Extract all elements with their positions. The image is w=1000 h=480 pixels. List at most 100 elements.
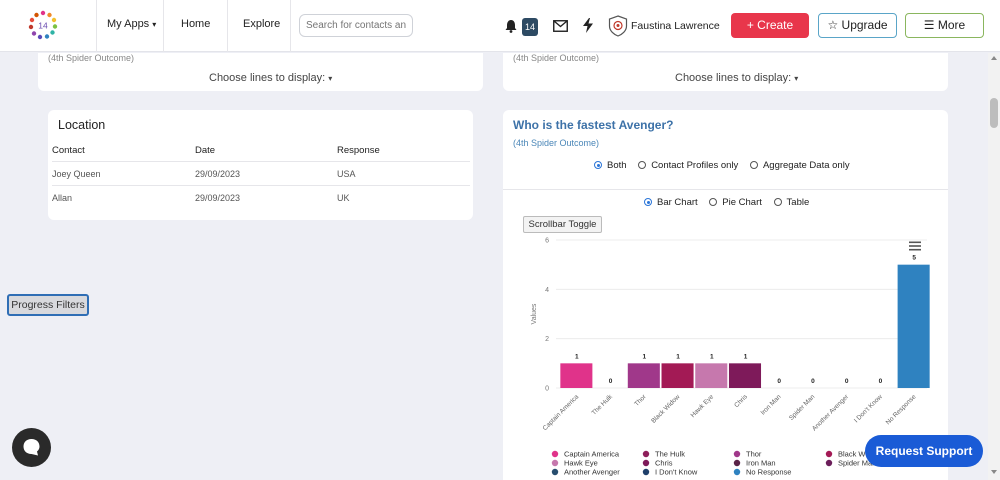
data-label: 1 (676, 353, 680, 360)
legend-item[interactable]: Iron Man (733, 459, 776, 468)
table-header-contact: Contact (52, 145, 85, 156)
legend-item[interactable]: Black Widow (825, 450, 882, 459)
choose-lines-dropdown[interactable]: Choose lines to display: ▾ (209, 72, 332, 84)
radio-icon (638, 161, 647, 169)
radio-label: Contact Profiles only (651, 160, 739, 171)
radio-bar-chart[interactable]: Bar Chart (644, 197, 698, 208)
legend-label: The Hulk (655, 450, 685, 459)
legend-item[interactable]: Hawk Eye (551, 459, 598, 468)
table-cell: 29/09/2023 (195, 193, 241, 203)
mail-icon[interactable] (553, 20, 568, 32)
table-header-response: Response (337, 145, 380, 156)
legend-item[interactable]: The Hulk (642, 450, 685, 459)
chart-menu-icon[interactable] (909, 241, 921, 251)
bar-chart: Values 0 2 4 6 1 0 1 1 1 1 0 0 0 0 5 Captain America Th… (531, 238, 930, 477)
radio-both[interactable]: Both (594, 160, 627, 171)
chat-widget-button[interactable] (12, 428, 51, 467)
divider (503, 189, 948, 190)
nav-explore[interactable]: Explore (243, 18, 281, 30)
data-label: 0 (845, 378, 849, 385)
data-source-radio-group: Both Contact Profiles only Aggregate Dat… (594, 160, 859, 171)
table-row[interactable]: Joey Queen 29/09/2023 USA (52, 162, 470, 186)
user-name[interactable]: Faustina Lawrence (631, 20, 720, 32)
logo-dots (28, 10, 58, 40)
nav-home[interactable]: Home (181, 18, 211, 30)
scrollbar-thumb[interactable] (990, 98, 998, 128)
legend-swatch (733, 468, 741, 476)
radio-label: Table (786, 197, 810, 208)
app-logo[interactable]: 14 (28, 10, 58, 40)
card-subtitle: (4th Spider Outcome) (48, 53, 135, 63)
table-cell: Allan (52, 193, 73, 203)
search-input[interactable] (299, 14, 413, 37)
legend-swatch (551, 459, 559, 467)
legend-label: I Don't Know (655, 468, 698, 477)
lightning-icon[interactable] (583, 18, 593, 33)
x-tick-label: Captain America (542, 393, 581, 432)
bar[interactable] (728, 363, 762, 388)
choose-lines-label: Choose lines to display: (209, 72, 326, 84)
legend-label: Another Avenger (564, 468, 620, 477)
legend-item[interactable]: Spider Man (825, 459, 877, 468)
legend-item[interactable]: Thor (733, 450, 762, 459)
legend-swatch (825, 450, 833, 458)
y-tick-label: 4 (545, 287, 549, 294)
legend-swatch (551, 468, 559, 476)
scroll-up-icon[interactable] (991, 56, 997, 60)
scroll-down-icon[interactable] (991, 470, 997, 474)
radio-selected-icon (644, 198, 652, 206)
y-tick-label: 0 (545, 386, 549, 393)
data-label: 1 (710, 353, 714, 360)
legend-swatch (825, 459, 833, 467)
radio-icon (773, 198, 782, 206)
choose-lines-label: Choose lines to display: (675, 72, 792, 84)
table-row[interactable]: Allan 29/09/2023 UK (52, 186, 470, 210)
x-tick-label: Another Avenger (811, 393, 851, 433)
more-button[interactable]: ☰ More (905, 13, 984, 38)
progress-filters-button[interactable]: Progress Filters (7, 294, 89, 316)
bell-icon[interactable] (505, 19, 517, 33)
radio-icon (709, 198, 718, 206)
caret-down-icon: ▾ (152, 20, 157, 29)
bar[interactable] (897, 264, 930, 388)
create-label: Create (757, 18, 794, 32)
bar[interactable] (560, 363, 593, 388)
choose-lines-dropdown[interactable]: Choose lines to display: ▾ (675, 72, 798, 84)
more-label: More (937, 18, 966, 32)
radio-pie-chart[interactable]: Pie Chart (709, 197, 762, 208)
legend-item[interactable]: Another Avenger (551, 468, 620, 477)
notification-badge[interactable]: 14 (522, 18, 538, 36)
legend-label: Chris (655, 459, 673, 468)
top-navbar: 14 My Apps ▾ Home Explore 14 Faustina La… (0, 0, 1000, 52)
legend-label: Thor (746, 450, 762, 459)
nav-divider (163, 0, 164, 52)
table-header-date: Date (195, 145, 216, 156)
card-subtitle: (4th Spider Outcome) (513, 53, 600, 63)
nav-divider (290, 0, 291, 52)
request-support-button[interactable]: Request Support (865, 435, 983, 467)
radio-aggregate-data-only[interactable]: Aggregate Data only (749, 160, 850, 171)
bar[interactable] (661, 363, 694, 388)
x-tick-label: No Response (885, 393, 918, 426)
legend-swatch (642, 450, 650, 458)
question-title: Who is the fastest Avenger? (513, 118, 674, 132)
legend-label: Captain America (564, 450, 620, 459)
legend-swatch (733, 459, 741, 467)
bar[interactable] (627, 363, 660, 388)
radio-table[interactable]: Table (773, 197, 810, 208)
legend-item[interactable]: No Response (733, 468, 792, 477)
create-button[interactable]: + Create (731, 13, 809, 38)
legend-swatch (733, 450, 741, 458)
bar[interactable] (695, 363, 728, 388)
legend-item[interactable]: Captain America (551, 450, 620, 459)
legend-item[interactable]: Chris (642, 459, 673, 468)
upgrade-button[interactable]: ☆ Upgrade (818, 13, 897, 38)
page-scrollbar[interactable] (988, 53, 1000, 480)
avatar[interactable] (608, 15, 628, 37)
x-tick-label: Iron Man (760, 393, 783, 416)
y-axis-label: Values (531, 303, 538, 324)
my-apps-menu[interactable]: My Apps ▾ (107, 18, 156, 30)
legend-item[interactable]: I Don't Know (642, 468, 698, 477)
scrollbar-toggle-button[interactable]: Scrollbar Toggle (523, 216, 602, 233)
radio-contact-profiles-only[interactable]: Contact Profiles only (638, 160, 738, 171)
